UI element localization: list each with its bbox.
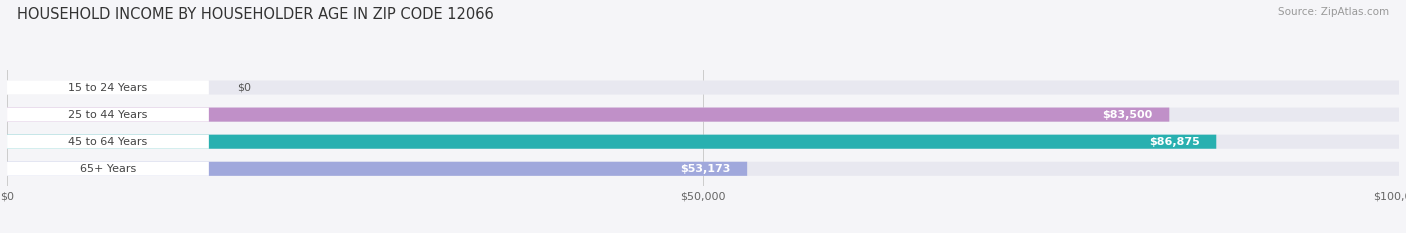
Text: Source: ZipAtlas.com: Source: ZipAtlas.com xyxy=(1278,7,1389,17)
FancyBboxPatch shape xyxy=(7,135,1216,149)
FancyBboxPatch shape xyxy=(7,162,747,176)
Text: $83,500: $83,500 xyxy=(1102,110,1153,120)
FancyBboxPatch shape xyxy=(7,80,1399,95)
FancyBboxPatch shape xyxy=(7,162,1399,176)
Text: $53,173: $53,173 xyxy=(681,164,731,174)
Text: 25 to 44 Years: 25 to 44 Years xyxy=(69,110,148,120)
FancyBboxPatch shape xyxy=(7,108,209,122)
FancyBboxPatch shape xyxy=(7,135,1399,149)
FancyBboxPatch shape xyxy=(7,108,1170,122)
Text: HOUSEHOLD INCOME BY HOUSEHOLDER AGE IN ZIP CODE 12066: HOUSEHOLD INCOME BY HOUSEHOLDER AGE IN Z… xyxy=(17,7,494,22)
FancyBboxPatch shape xyxy=(7,108,1399,122)
Text: $86,875: $86,875 xyxy=(1149,137,1199,147)
FancyBboxPatch shape xyxy=(7,80,209,95)
Text: 15 to 24 Years: 15 to 24 Years xyxy=(69,82,148,93)
FancyBboxPatch shape xyxy=(7,162,209,176)
Text: 65+ Years: 65+ Years xyxy=(80,164,136,174)
Text: 45 to 64 Years: 45 to 64 Years xyxy=(69,137,148,147)
FancyBboxPatch shape xyxy=(7,135,209,149)
Text: $0: $0 xyxy=(236,82,250,93)
